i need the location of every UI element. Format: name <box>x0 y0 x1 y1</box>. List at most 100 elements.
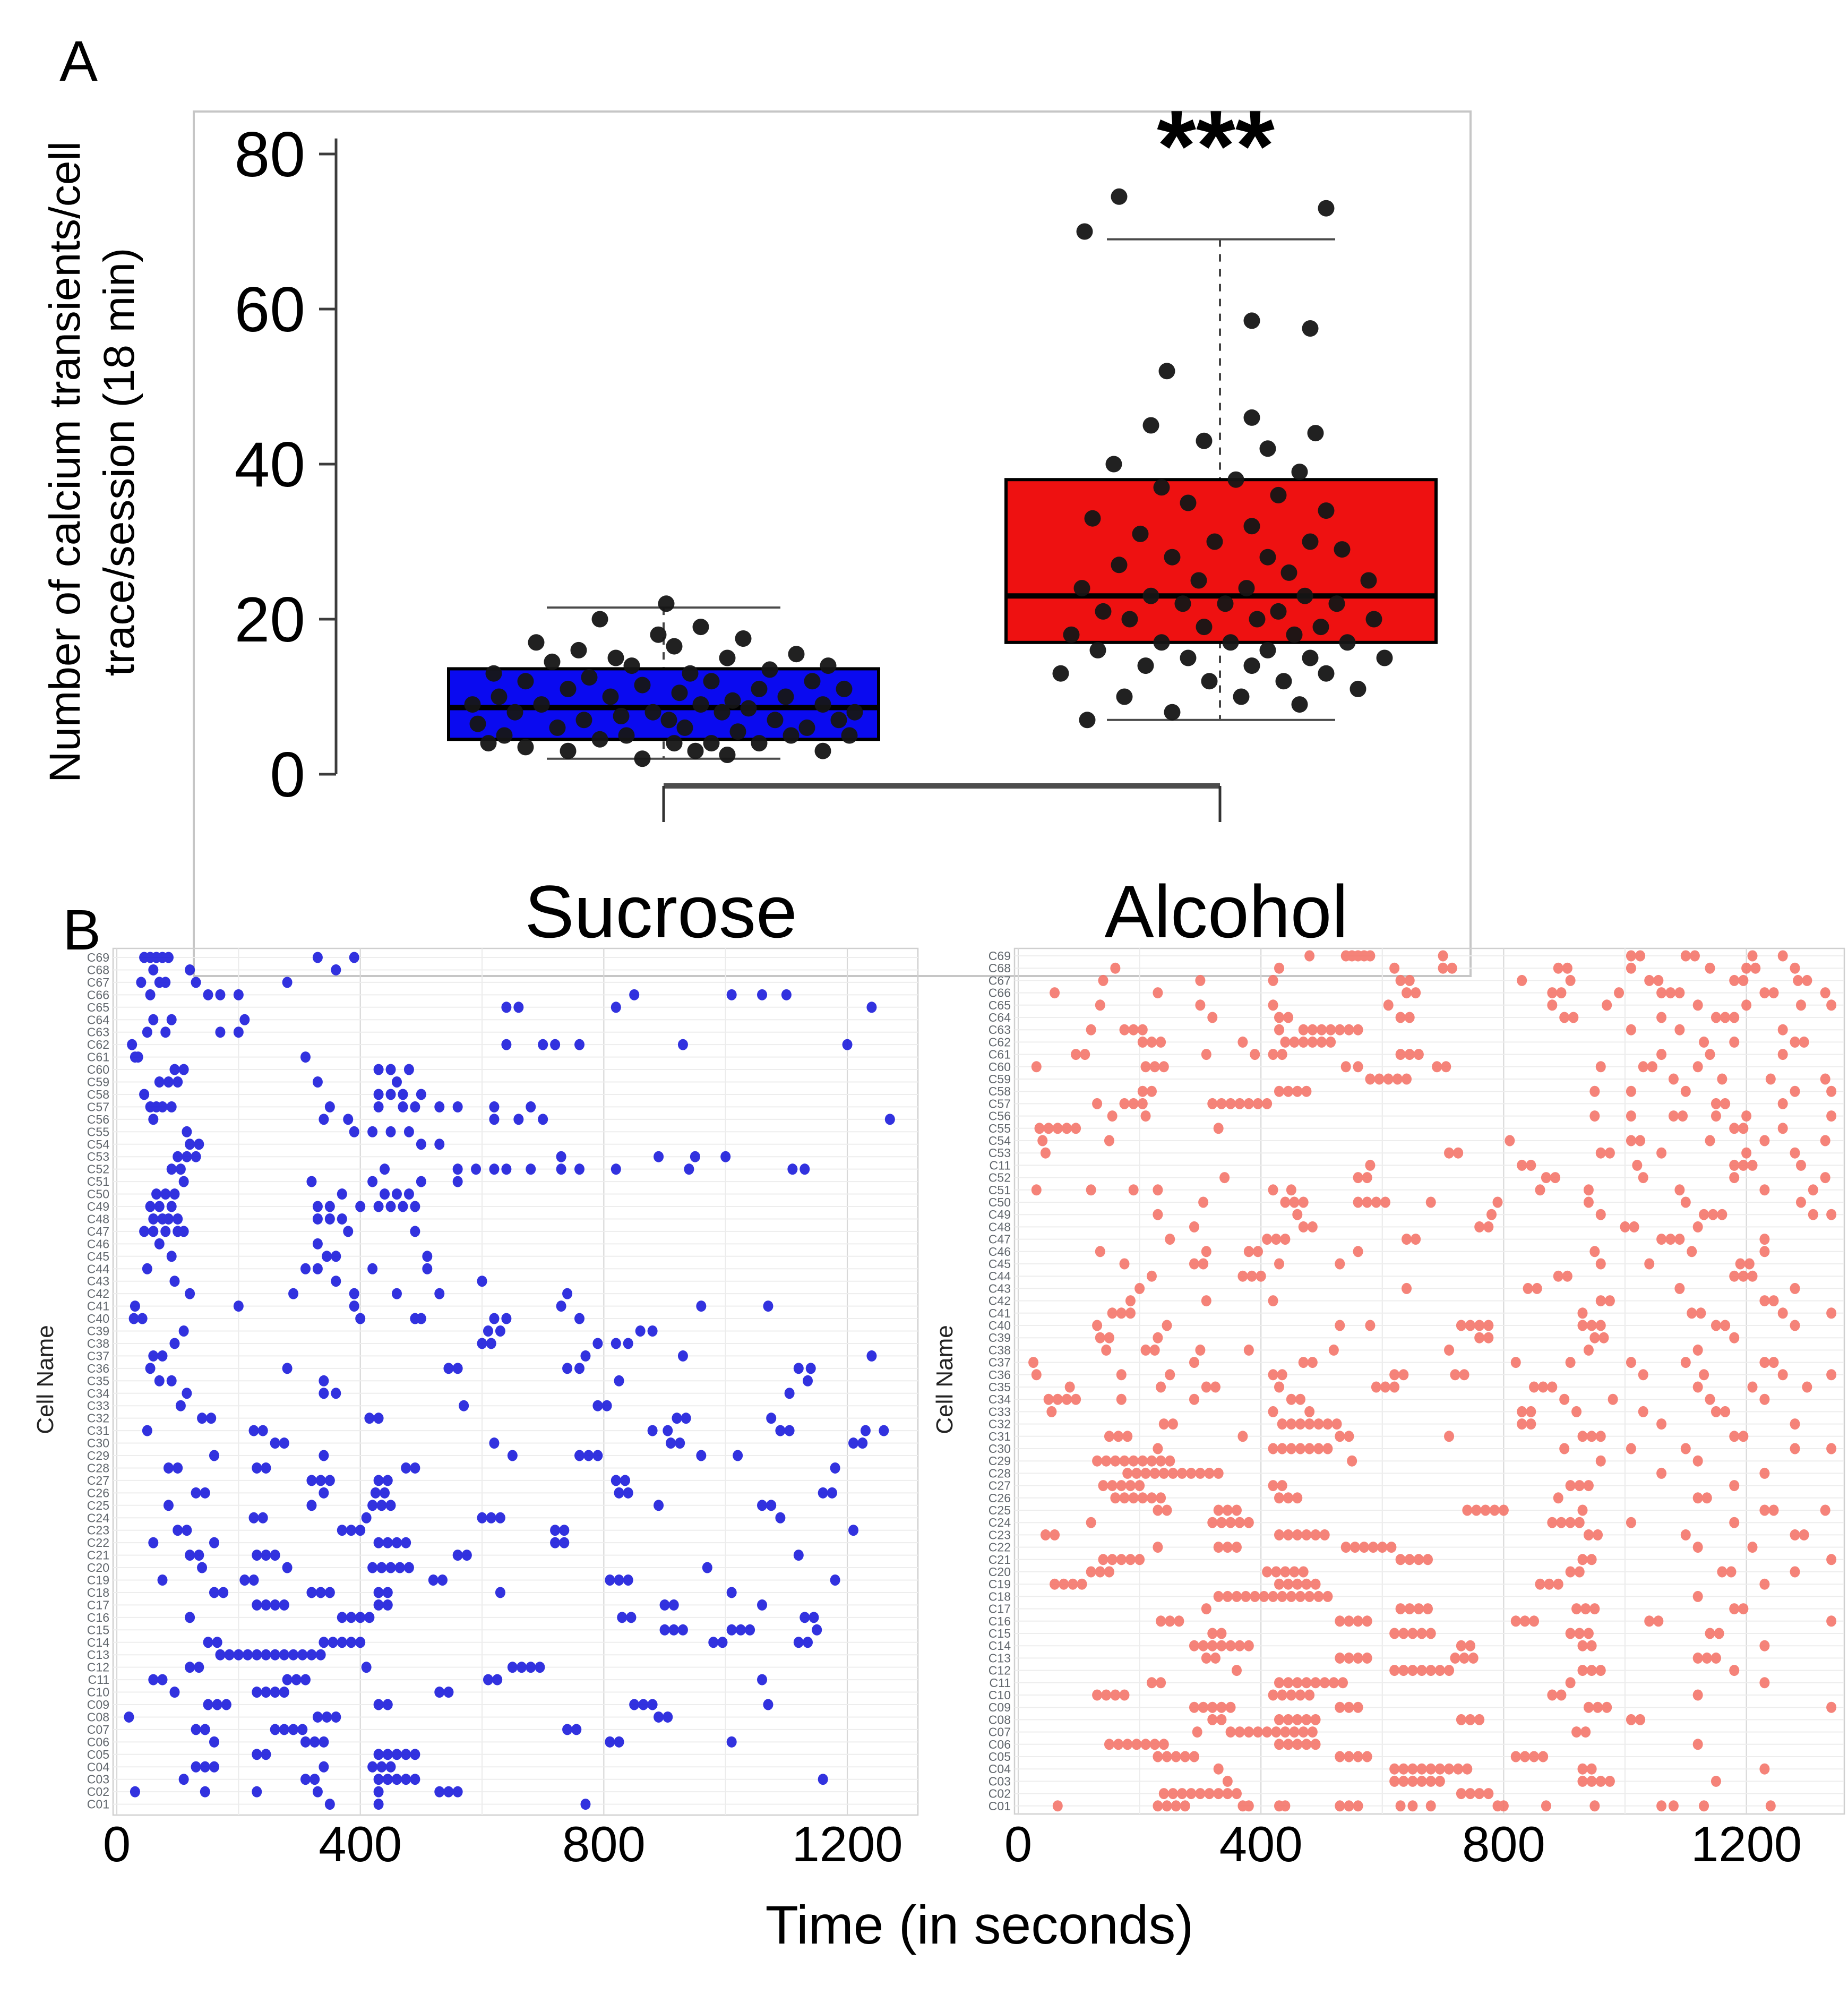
row-label: C67 <box>989 973 1011 987</box>
row-label: C45 <box>989 1257 1011 1271</box>
row-label: C35 <box>989 1380 1011 1394</box>
row-label: C06 <box>87 1735 109 1749</box>
row-label: C18 <box>87 1586 109 1599</box>
row-label: C09 <box>87 1698 109 1711</box>
row-label: C55 <box>989 1122 1011 1135</box>
x-tick-labels: 0 400 800 1200 <box>1004 1816 1802 1872</box>
row-label: C43 <box>989 1281 1011 1295</box>
row-label: C62 <box>87 1038 109 1051</box>
raster-left-y-axis-title: Cell Name <box>32 1325 58 1434</box>
row-label: C26 <box>989 1491 1011 1505</box>
row-label: C08 <box>989 1713 1011 1726</box>
row-label: C15 <box>87 1623 109 1637</box>
row-label: C55 <box>87 1125 109 1139</box>
x-tick-label: 800 <box>1462 1816 1545 1872</box>
row-label: C61 <box>989 1048 1011 1062</box>
row-label: C23 <box>87 1524 109 1537</box>
row-label: C08 <box>87 1710 109 1724</box>
row-label: C03 <box>989 1774 1011 1788</box>
row-label: C38 <box>989 1343 1011 1357</box>
row-label: C44 <box>989 1269 1011 1283</box>
row-label: C33 <box>87 1399 109 1413</box>
row-label: C26 <box>87 1486 109 1500</box>
row-label: C39 <box>87 1324 109 1338</box>
row-label: C47 <box>989 1233 1011 1246</box>
row-label: C18 <box>989 1589 1011 1603</box>
row-label: C32 <box>87 1411 109 1425</box>
row-label: C52 <box>87 1162 109 1176</box>
row-label: C05 <box>989 1750 1011 1764</box>
y-tick-label: 20 <box>235 584 305 655</box>
row-label: C32 <box>989 1417 1011 1431</box>
row-label: C54 <box>989 1134 1011 1148</box>
row-label: C05 <box>87 1748 109 1761</box>
panel-a-y-axis-title-line2: trace/session (18 min) <box>95 248 143 677</box>
row-label: C41 <box>989 1306 1011 1320</box>
row-label: C11 <box>88 1673 110 1687</box>
row-label: C20 <box>989 1565 1011 1579</box>
row-label: C60 <box>87 1063 109 1076</box>
significance-stars: *** <box>1157 90 1275 202</box>
row-label: C21 <box>989 1553 1011 1567</box>
row-label: C28 <box>989 1466 1011 1480</box>
boxplot-panel: 0 20 40 60 80 Sucrose Alcohol *** <box>193 90 1472 977</box>
x-tick-label: 0 <box>1004 1816 1032 1872</box>
row-label: C47 <box>87 1225 109 1238</box>
raster-frame <box>112 947 919 1816</box>
row-label: C52 <box>989 1171 1011 1185</box>
y-tick-label: 60 <box>235 274 305 345</box>
row-label: C24 <box>87 1511 109 1525</box>
row-labels: C69C68C67C66C65C64C63C62C61C60C59C58C57C… <box>989 949 1011 1813</box>
row-label: C63 <box>87 1025 109 1039</box>
group-label-alcohol: Alcohol <box>1104 870 1348 953</box>
row-label: C12 <box>87 1661 109 1674</box>
row-label: C49 <box>87 1200 109 1213</box>
row-label: C25 <box>87 1499 109 1512</box>
vertical-gridlines <box>1017 948 1747 1814</box>
row-gridlines <box>113 957 918 1805</box>
row-label: C57 <box>989 1097 1011 1110</box>
row-label: C07 <box>989 1725 1011 1739</box>
row-label: C51 <box>989 1183 1011 1197</box>
row-label: C15 <box>989 1627 1011 1640</box>
row-label: C11 <box>990 1158 1011 1172</box>
panel-b-label: B <box>63 897 101 962</box>
row-label: C57 <box>87 1100 109 1114</box>
row-label: C31 <box>989 1430 1011 1443</box>
row-label: C19 <box>989 1577 1011 1591</box>
row-label: C65 <box>989 998 1011 1012</box>
significance-bracket <box>662 783 1222 822</box>
row-label: C01 <box>989 1799 1011 1813</box>
row-label: C53 <box>87 1150 109 1163</box>
row-label: C58 <box>989 1084 1011 1098</box>
row-label: C56 <box>989 1109 1011 1123</box>
group-label-sucrose: Sucrose <box>525 870 797 953</box>
row-label: C69 <box>87 951 109 964</box>
panel-a-y-axis: 0 20 40 60 80 <box>235 119 338 810</box>
row-label: C56 <box>87 1112 109 1126</box>
row-label: C64 <box>989 1011 1011 1024</box>
row-label: C59 <box>87 1075 109 1089</box>
row-label: C20 <box>87 1561 109 1574</box>
x-tick-labels: 0 400 800 1200 <box>103 1816 903 1872</box>
row-label: C27 <box>87 1474 109 1487</box>
row-label: C03 <box>87 1773 109 1786</box>
row-label: C42 <box>989 1294 1011 1308</box>
row-label: C14 <box>989 1639 1011 1653</box>
row-label: C28 <box>87 1461 109 1475</box>
y-tick-label: 40 <box>235 429 305 500</box>
row-label: C48 <box>87 1212 109 1226</box>
row-label: C06 <box>989 1738 1011 1751</box>
row-label: C66 <box>989 986 1011 1000</box>
box-group-sucrose: Sucrose <box>447 595 880 953</box>
row-label: C44 <box>87 1262 109 1276</box>
row-label: C36 <box>87 1362 109 1375</box>
x-tick-label: 800 <box>562 1816 646 1872</box>
row-label: C42 <box>87 1287 109 1300</box>
row-label: C17 <box>87 1598 109 1612</box>
panel-a-label: A <box>59 29 98 93</box>
raster-dots <box>1028 950 1837 1812</box>
row-label: C46 <box>87 1237 109 1251</box>
